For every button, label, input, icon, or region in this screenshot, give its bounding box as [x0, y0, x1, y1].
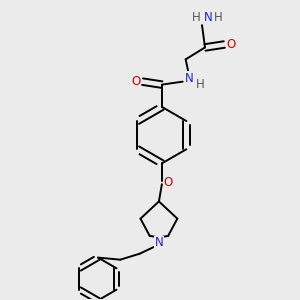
Text: N: N	[185, 72, 194, 85]
Text: N: N	[154, 236, 163, 249]
Text: N: N	[204, 11, 212, 24]
Text: O: O	[226, 38, 236, 51]
Text: H: H	[192, 11, 200, 24]
Text: H: H	[196, 78, 204, 91]
Text: O: O	[164, 176, 173, 189]
Text: O: O	[131, 75, 141, 88]
Text: H: H	[214, 11, 223, 24]
